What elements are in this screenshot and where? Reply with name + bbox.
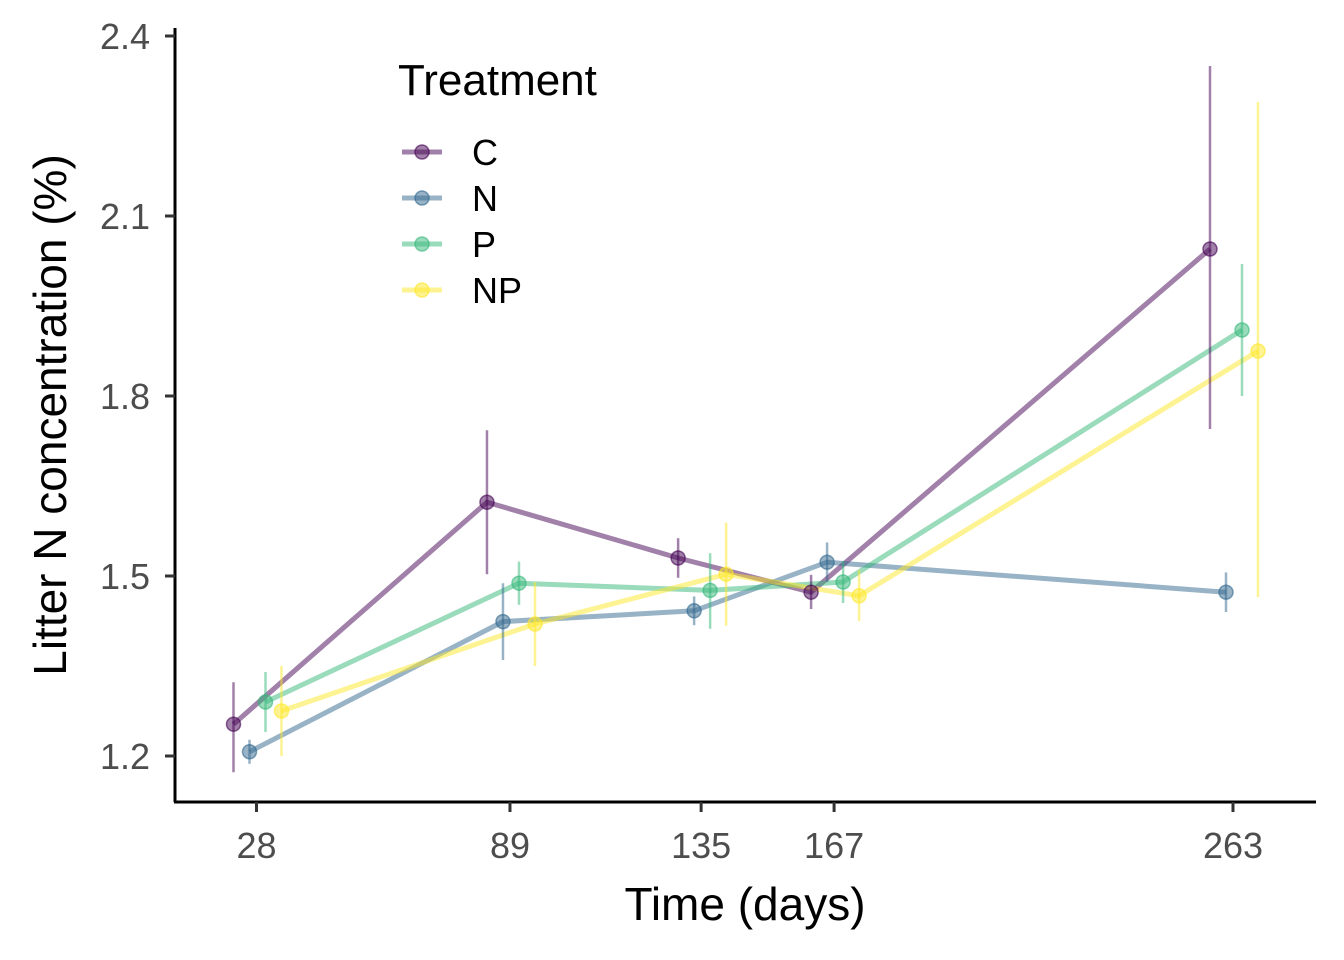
x-axis-ticks: 28 89 135 167 263 [236, 802, 1263, 866]
legend-label: C [472, 132, 498, 173]
y-axis-ticks: 1.2 1.5 1.8 2.1 2.4 [100, 16, 175, 777]
y-tick-label: 1.8 [100, 376, 150, 417]
x-tick-label: 167 [804, 825, 864, 866]
legend-key-point [414, 282, 430, 298]
data-point-p [702, 582, 718, 599]
y-tick-label: 1.5 [100, 556, 150, 597]
legend-label: N [472, 178, 498, 219]
x-axis-title: Time (days) [624, 878, 865, 930]
data-point-np [851, 588, 867, 604]
x-tick-label: 89 [490, 825, 530, 866]
y-tick-label: 2.1 [100, 196, 150, 237]
series-line-c [231, 247, 1212, 727]
x-tick-label: 135 [671, 825, 731, 866]
data-point-c [1202, 241, 1218, 257]
data-point-p [511, 575, 527, 591]
data-point-n [819, 554, 835, 570]
y-axis-title: Litter N concentration (%) [24, 154, 76, 676]
data-point-np [718, 566, 734, 582]
data-point-c [803, 584, 819, 600]
legend-key-point [414, 236, 430, 252]
legend-key-point [414, 144, 430, 160]
legend-label: NP [472, 270, 522, 311]
legend-key-point [414, 190, 430, 206]
x-tick-label: 28 [236, 825, 276, 866]
x-tick-label: 263 [1203, 825, 1263, 866]
series-line-p [264, 327, 1244, 705]
data-point-p [835, 574, 851, 590]
data-point-p [257, 694, 274, 710]
data-points [225, 241, 1266, 760]
data-point-c [670, 550, 686, 566]
data-point-c [479, 494, 495, 510]
data-point-n [495, 613, 511, 630]
series-line-np [280, 348, 1260, 714]
data-point-np [527, 616, 543, 632]
data-point-n [1218, 584, 1234, 600]
legend-title: Treatment [398, 56, 597, 105]
data-point-n [241, 744, 258, 760]
data-point-np [273, 703, 290, 719]
data-point-n [686, 603, 702, 619]
y-tick-label: 2.4 [100, 16, 150, 57]
data-point-c [225, 716, 242, 732]
series-lines [231, 247, 1260, 755]
y-tick-label: 1.2 [100, 736, 150, 777]
data-point-np [1250, 343, 1266, 359]
legend-label: P [472, 224, 496, 265]
data-point-p [1234, 322, 1250, 338]
